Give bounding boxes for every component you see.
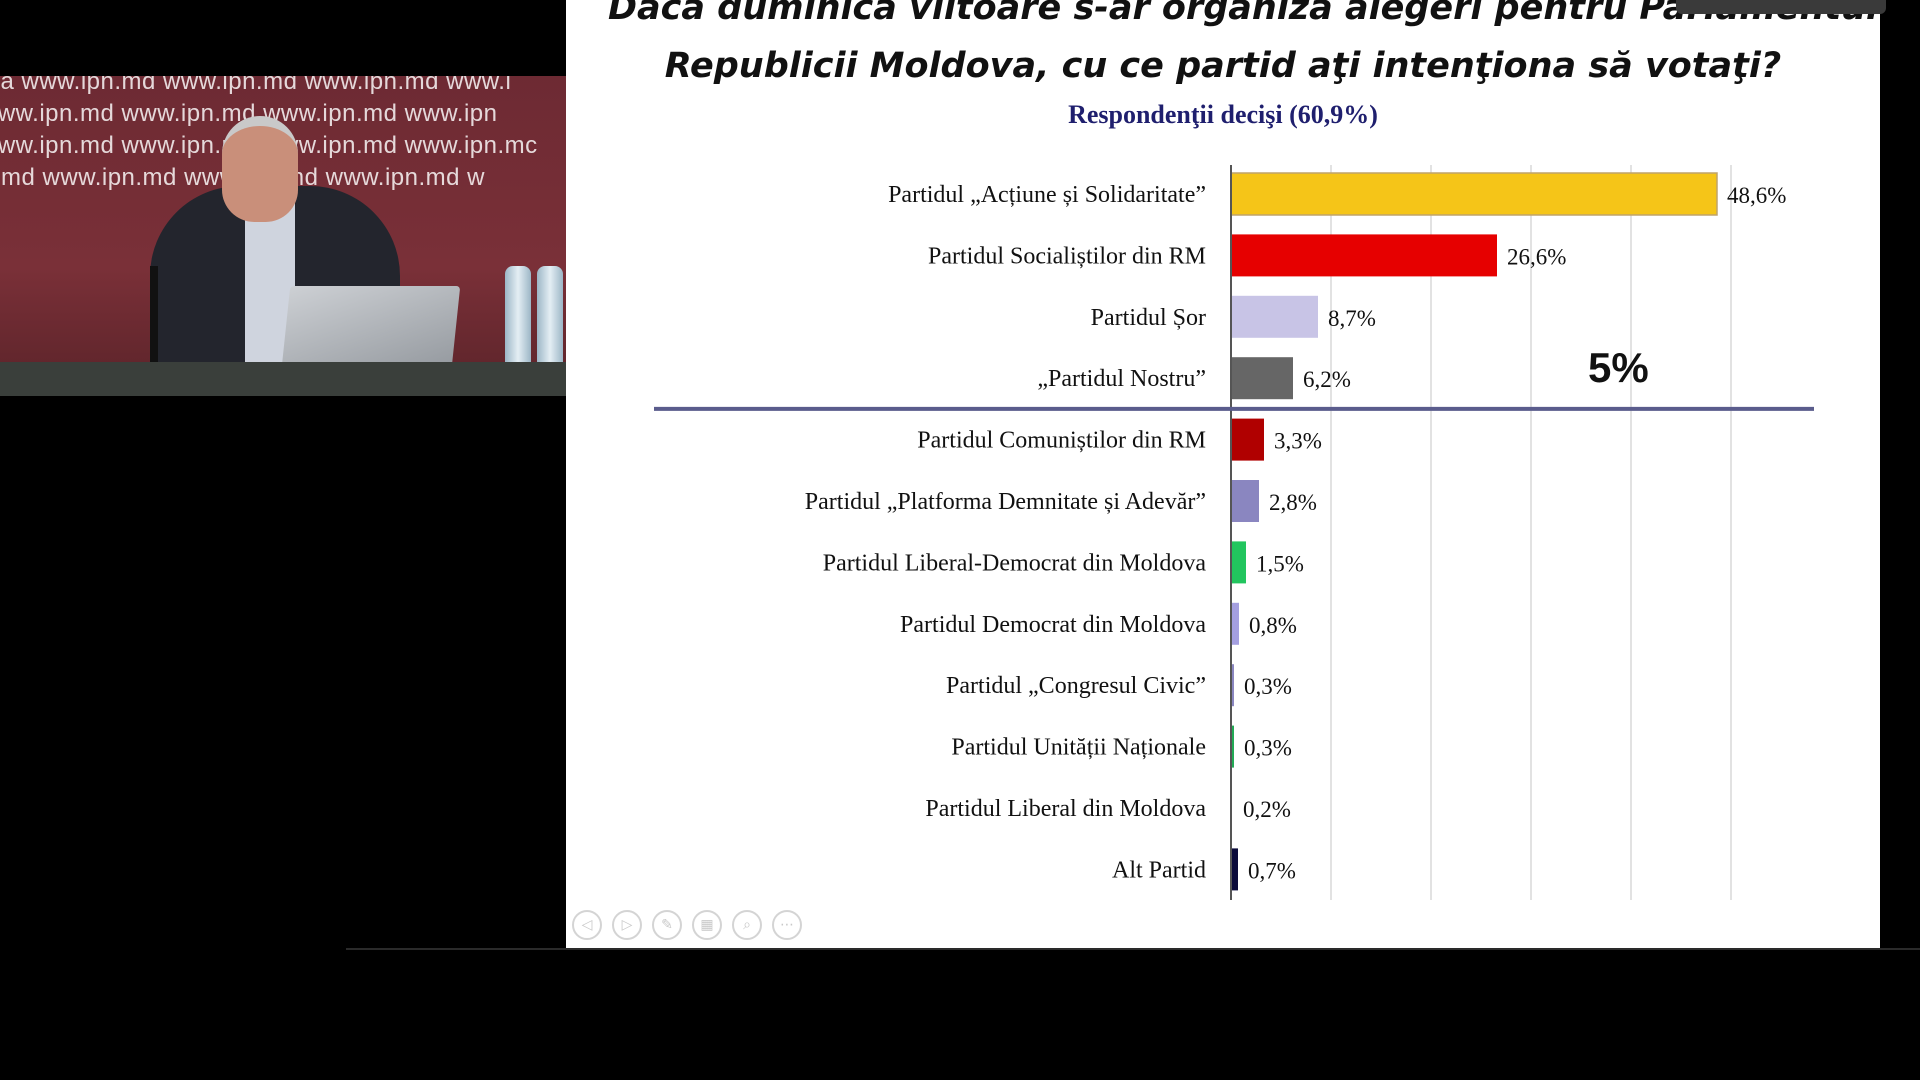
bar <box>1231 295 1318 338</box>
presentation-slide: Dacă duminica viitoare s-ar organiza ale… <box>566 0 1880 948</box>
chart-category-labels: Partidul „Acțiune și Solidaritate” Partid… <box>805 182 1207 883</box>
threshold-label: 5% <box>1588 344 1649 391</box>
category-label: Partidul „Acțiune și Solidaritate” <box>888 182 1206 208</box>
more-options-button[interactable]: ⋯ <box>772 910 802 940</box>
previous-slide-button[interactable]: ◁ <box>572 910 602 940</box>
value-label: 8,7% <box>1328 306 1376 331</box>
slides-grid-button[interactable]: ▦ <box>692 910 722 940</box>
microphone <box>150 266 158 396</box>
category-label: Partidul Unității Naționale <box>951 735 1206 761</box>
value-label: 0,3% <box>1244 736 1292 761</box>
category-label: Partidul Democrat din Moldova <box>900 612 1206 638</box>
next-slide-icon: ▷ <box>621 917 633 933</box>
slide-subtitle: Respondenţii decişi (60,9%) <box>1068 100 1378 129</box>
slide-title-line-2: Republicii Moldova, cu ce partid aţi int… <box>664 46 1782 86</box>
category-label: Alt Partid <box>1112 857 1206 883</box>
value-label: 6,2% <box>1303 367 1351 392</box>
category-label: Partidul Liberal-Democrat din Moldova <box>823 550 1207 576</box>
category-label: Partidul „Platforma Demnitate și Adevăr” <box>805 489 1206 515</box>
value-label: 0,7% <box>1248 858 1296 883</box>
bar <box>1231 848 1238 891</box>
category-label: Partidul Șor <box>1091 305 1206 331</box>
category-label: Partidul Liberal din Moldova <box>925 796 1206 822</box>
chart-gridlines <box>1330 165 1732 900</box>
desk <box>0 362 566 396</box>
category-label: Partidul Comuniștilor din RM <box>917 428 1206 454</box>
divider <box>346 948 1920 950</box>
value-label: 0,8% <box>1249 613 1297 638</box>
bar <box>1231 602 1239 645</box>
watermark-text: ma www.ipn.md www.ipn.md www.ipn.md www.… <box>0 76 512 95</box>
bar <box>1231 664 1234 707</box>
bar-chart: Partidul „Acțiune și Solidaritate” Partid… <box>654 165 1814 900</box>
value-label: 1,5% <box>1256 551 1304 576</box>
value-label: 48,6% <box>1727 183 1786 208</box>
value-label: 26,6% <box>1507 244 1566 269</box>
category-label: Partidul „Congresul Civic” <box>946 673 1206 699</box>
bar <box>1231 725 1234 768</box>
bar <box>1231 418 1264 461</box>
value-label: 0,3% <box>1244 674 1292 699</box>
bar <box>1230 172 1718 216</box>
bar <box>1231 234 1497 277</box>
value-label: 2,8% <box>1269 490 1317 515</box>
previous-slide-icon: ◁ <box>581 917 593 933</box>
category-label: Partidul Socialiștilor din RM <box>928 243 1206 269</box>
slideshow-controls: ◁ ▷ ✎ ▦ ⌕ ⋯ <box>572 910 802 944</box>
bar <box>1231 357 1293 400</box>
more-options-icon: ⋯ <box>780 917 794 933</box>
value-label: 3,3% <box>1274 429 1322 454</box>
zoom-icon: ⌕ <box>743 917 751 933</box>
slide-title-line-1: Dacă duminica viitoare s-ar organiza ale… <box>607 0 1879 28</box>
slides-grid-icon: ▦ <box>700 917 714 933</box>
webcam-video-panel: ma www.ipn.md www.ipn.md www.ipn.md www.… <box>0 76 566 396</box>
window-tab <box>1676 0 1886 14</box>
pen-tool-icon: ✎ <box>661 917 673 933</box>
next-slide-button[interactable]: ▷ <box>612 910 642 940</box>
bar <box>1231 541 1246 584</box>
speaker-head <box>222 116 298 222</box>
category-label: „Partidul Nostru” <box>1037 366 1206 392</box>
value-label: 0,2% <box>1243 797 1291 822</box>
bar <box>1231 480 1259 522</box>
pen-tool-button[interactable]: ✎ <box>652 910 682 940</box>
chart-bars <box>1230 172 1718 891</box>
zoom-button[interactable]: ⌕ <box>732 910 762 940</box>
chart-value-labels: 48,6% 26,6% 8,7% 6,2% 3,3% 2,8% 1,5% 0,8% 0,3% 0,… <box>1243 183 1786 883</box>
